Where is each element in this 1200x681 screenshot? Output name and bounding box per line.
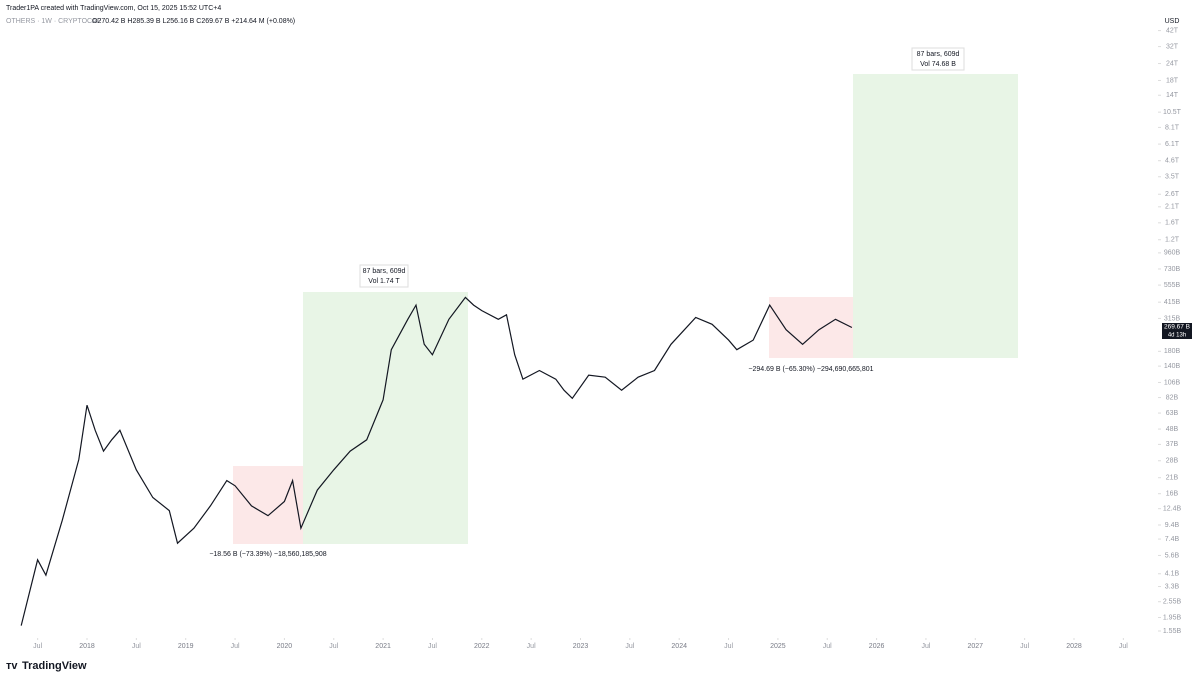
y-tick-label: 2.6T: [1165, 191, 1180, 198]
y-tick-label: 42T: [1166, 27, 1179, 34]
price-tag: [1162, 323, 1192, 339]
y-tick-label: 32T: [1166, 43, 1179, 50]
gain-zone: [303, 292, 468, 544]
y-tick-label: 1.2T: [1165, 237, 1180, 244]
x-tick-label: Jul: [428, 643, 437, 650]
loss-zone: [769, 297, 853, 358]
y-tick-label: 1.55B: [1163, 628, 1182, 635]
symbol: OTHERS · 1W · CRYPTOCAP: [6, 18, 102, 25]
y-tick-label: 82B: [1166, 394, 1179, 401]
x-tick-label: 2028: [1066, 643, 1082, 650]
price-tag-value: 269.67 B: [1164, 324, 1190, 331]
y-tick-label: 415B: [1164, 299, 1181, 306]
x-tick-label: Jul: [724, 643, 733, 650]
x-tick-label: Jul: [231, 643, 240, 650]
x-tick-label: Jul: [1119, 643, 1128, 650]
y-tick-label: 106B: [1164, 379, 1181, 386]
ohlc: O270.42 B H285.39 B L256.16 B C269.67 B …: [92, 18, 295, 25]
volume-label: Vol 74.68 B: [920, 61, 956, 68]
y-tick-label: 9.4B: [1165, 522, 1180, 529]
y-tick-label: 555B: [1164, 282, 1181, 289]
y-tick-label: 48B: [1166, 426, 1179, 433]
y-tick-label: 730B: [1164, 266, 1181, 273]
y-tick-label: 1.6T: [1165, 220, 1180, 227]
y-tick-label: 5.6B: [1165, 552, 1180, 559]
logo: TradingView: [22, 660, 87, 672]
x-tick-label: 2021: [375, 643, 391, 650]
price-tag-countdown: 4d 13h: [1168, 333, 1186, 339]
author-line: Trader1PA created with TradingView.com, …: [6, 5, 221, 12]
drop-label: −294.69 B (−65.30%) −294,690,665,801: [748, 366, 873, 373]
y-tick-label: 16B: [1166, 491, 1179, 498]
y-tick-label: 315B: [1164, 315, 1181, 322]
y-tick-label: 37B: [1166, 441, 1179, 448]
loss-zone: [233, 466, 303, 544]
x-tick-label: Jul: [132, 643, 141, 650]
y-tick-label: 28B: [1166, 458, 1179, 465]
annotation-box: [911, 47, 965, 71]
x-tick-label: Jul: [329, 643, 338, 650]
y-tick-label: 6.1T: [1165, 141, 1180, 148]
x-tick-label: Jul: [1020, 643, 1029, 650]
y-tick-label: 2.55B: [1163, 599, 1182, 606]
x-tick-label: 2027: [968, 643, 984, 650]
x-tick-label: 2025: [770, 643, 786, 650]
y-tick-label: 63B: [1166, 410, 1179, 417]
y-tick-label: 24T: [1166, 60, 1179, 67]
drop-label: −18.56 B (−73.39%) −18,560,185,908: [209, 551, 326, 558]
volume-label: Vol 1.74 T: [368, 278, 400, 285]
bars-label: 87 bars, 609d: [363, 268, 406, 275]
y-tick-label: 21B: [1166, 475, 1179, 482]
x-tick-label: 2018: [79, 643, 95, 650]
y-tick-label: 3.5T: [1165, 174, 1180, 181]
gain-zone: [853, 74, 1018, 358]
x-tick-label: 2026: [869, 643, 885, 650]
y-tick-label: 8.1T: [1165, 124, 1180, 131]
x-tick-label: 2020: [277, 643, 293, 650]
x-tick-label: Jul: [823, 643, 832, 650]
y-tick-label: 14T: [1166, 92, 1179, 99]
x-tick-label: Jul: [527, 643, 536, 650]
x-tick-label: Jul: [625, 643, 634, 650]
logo-icon: ᴛᴠ: [6, 660, 18, 672]
currency: USD: [1165, 18, 1180, 25]
annotation-box: [359, 264, 409, 288]
y-tick-label: 2.1T: [1165, 204, 1180, 211]
y-tick-label: 7.4B: [1165, 536, 1180, 543]
y-tick-label: 4.1B: [1165, 571, 1180, 578]
x-tick-label: 2022: [474, 643, 490, 650]
y-tick-label: 10.5T: [1163, 109, 1182, 116]
y-tick-label: 12.4B: [1163, 506, 1182, 513]
price-line: [20, 296, 853, 626]
x-tick-label: 2019: [178, 643, 194, 650]
y-tick-label: 1.95B: [1163, 614, 1182, 621]
x-tick-label: 2024: [671, 643, 687, 650]
y-tick-label: 140B: [1164, 363, 1181, 370]
x-tick-label: Jul: [33, 643, 42, 650]
y-tick-label: 960B: [1164, 250, 1181, 257]
y-tick-label: 4.6T: [1165, 158, 1180, 165]
x-tick-label: Jul: [921, 643, 930, 650]
x-tick-label: 2023: [573, 643, 589, 650]
y-tick-label: 3.3B: [1165, 583, 1180, 590]
y-tick-label: 18T: [1166, 77, 1179, 84]
bars-label: 87 bars, 609d: [917, 51, 960, 58]
y-tick-label: 180B: [1164, 348, 1181, 355]
